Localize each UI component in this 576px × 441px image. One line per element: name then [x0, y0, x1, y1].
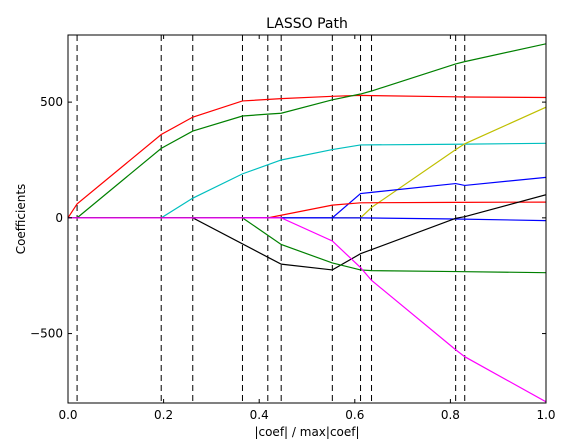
axes-frame — [67, 34, 547, 404]
coefficient-path-2 — [68, 43, 546, 219]
coefficient-path-8 — [68, 194, 546, 271]
x-tick-label: 0.8 — [441, 408, 460, 422]
series-lines — [68, 43, 546, 403]
y-tick-label: 500 — [40, 95, 63, 109]
coefficient-path-5 — [68, 176, 546, 219]
y-tick-label: −500 — [30, 327, 63, 341]
x-tick-label: 0.2 — [154, 408, 173, 422]
coefficient-path-4 — [68, 106, 546, 219]
coefficient-path-9 — [68, 217, 546, 274]
axis-ticks: 0.0 0.2 0.4 0.6 0.8 1.0 −500 0 500 — [30, 35, 556, 422]
x-tick-label: 0.6 — [345, 408, 364, 422]
coefficient-path-6 — [68, 201, 546, 219]
chart-title: LASSO Path — [266, 16, 348, 32]
coefficient-path-1 — [68, 94, 546, 219]
x-tick-label: 0.4 — [250, 408, 269, 422]
x-axis-label: |coef| / max|coef| — [254, 425, 359, 439]
coefficient-path-10 — [68, 217, 546, 403]
y-axis-label: Coefficients — [14, 184, 28, 255]
x-tick-label: 1.0 — [536, 408, 555, 422]
x-tick-label: 0.0 — [58, 408, 77, 422]
coefficient-path-3 — [68, 142, 546, 219]
y-tick-label: 0 — [55, 211, 63, 225]
